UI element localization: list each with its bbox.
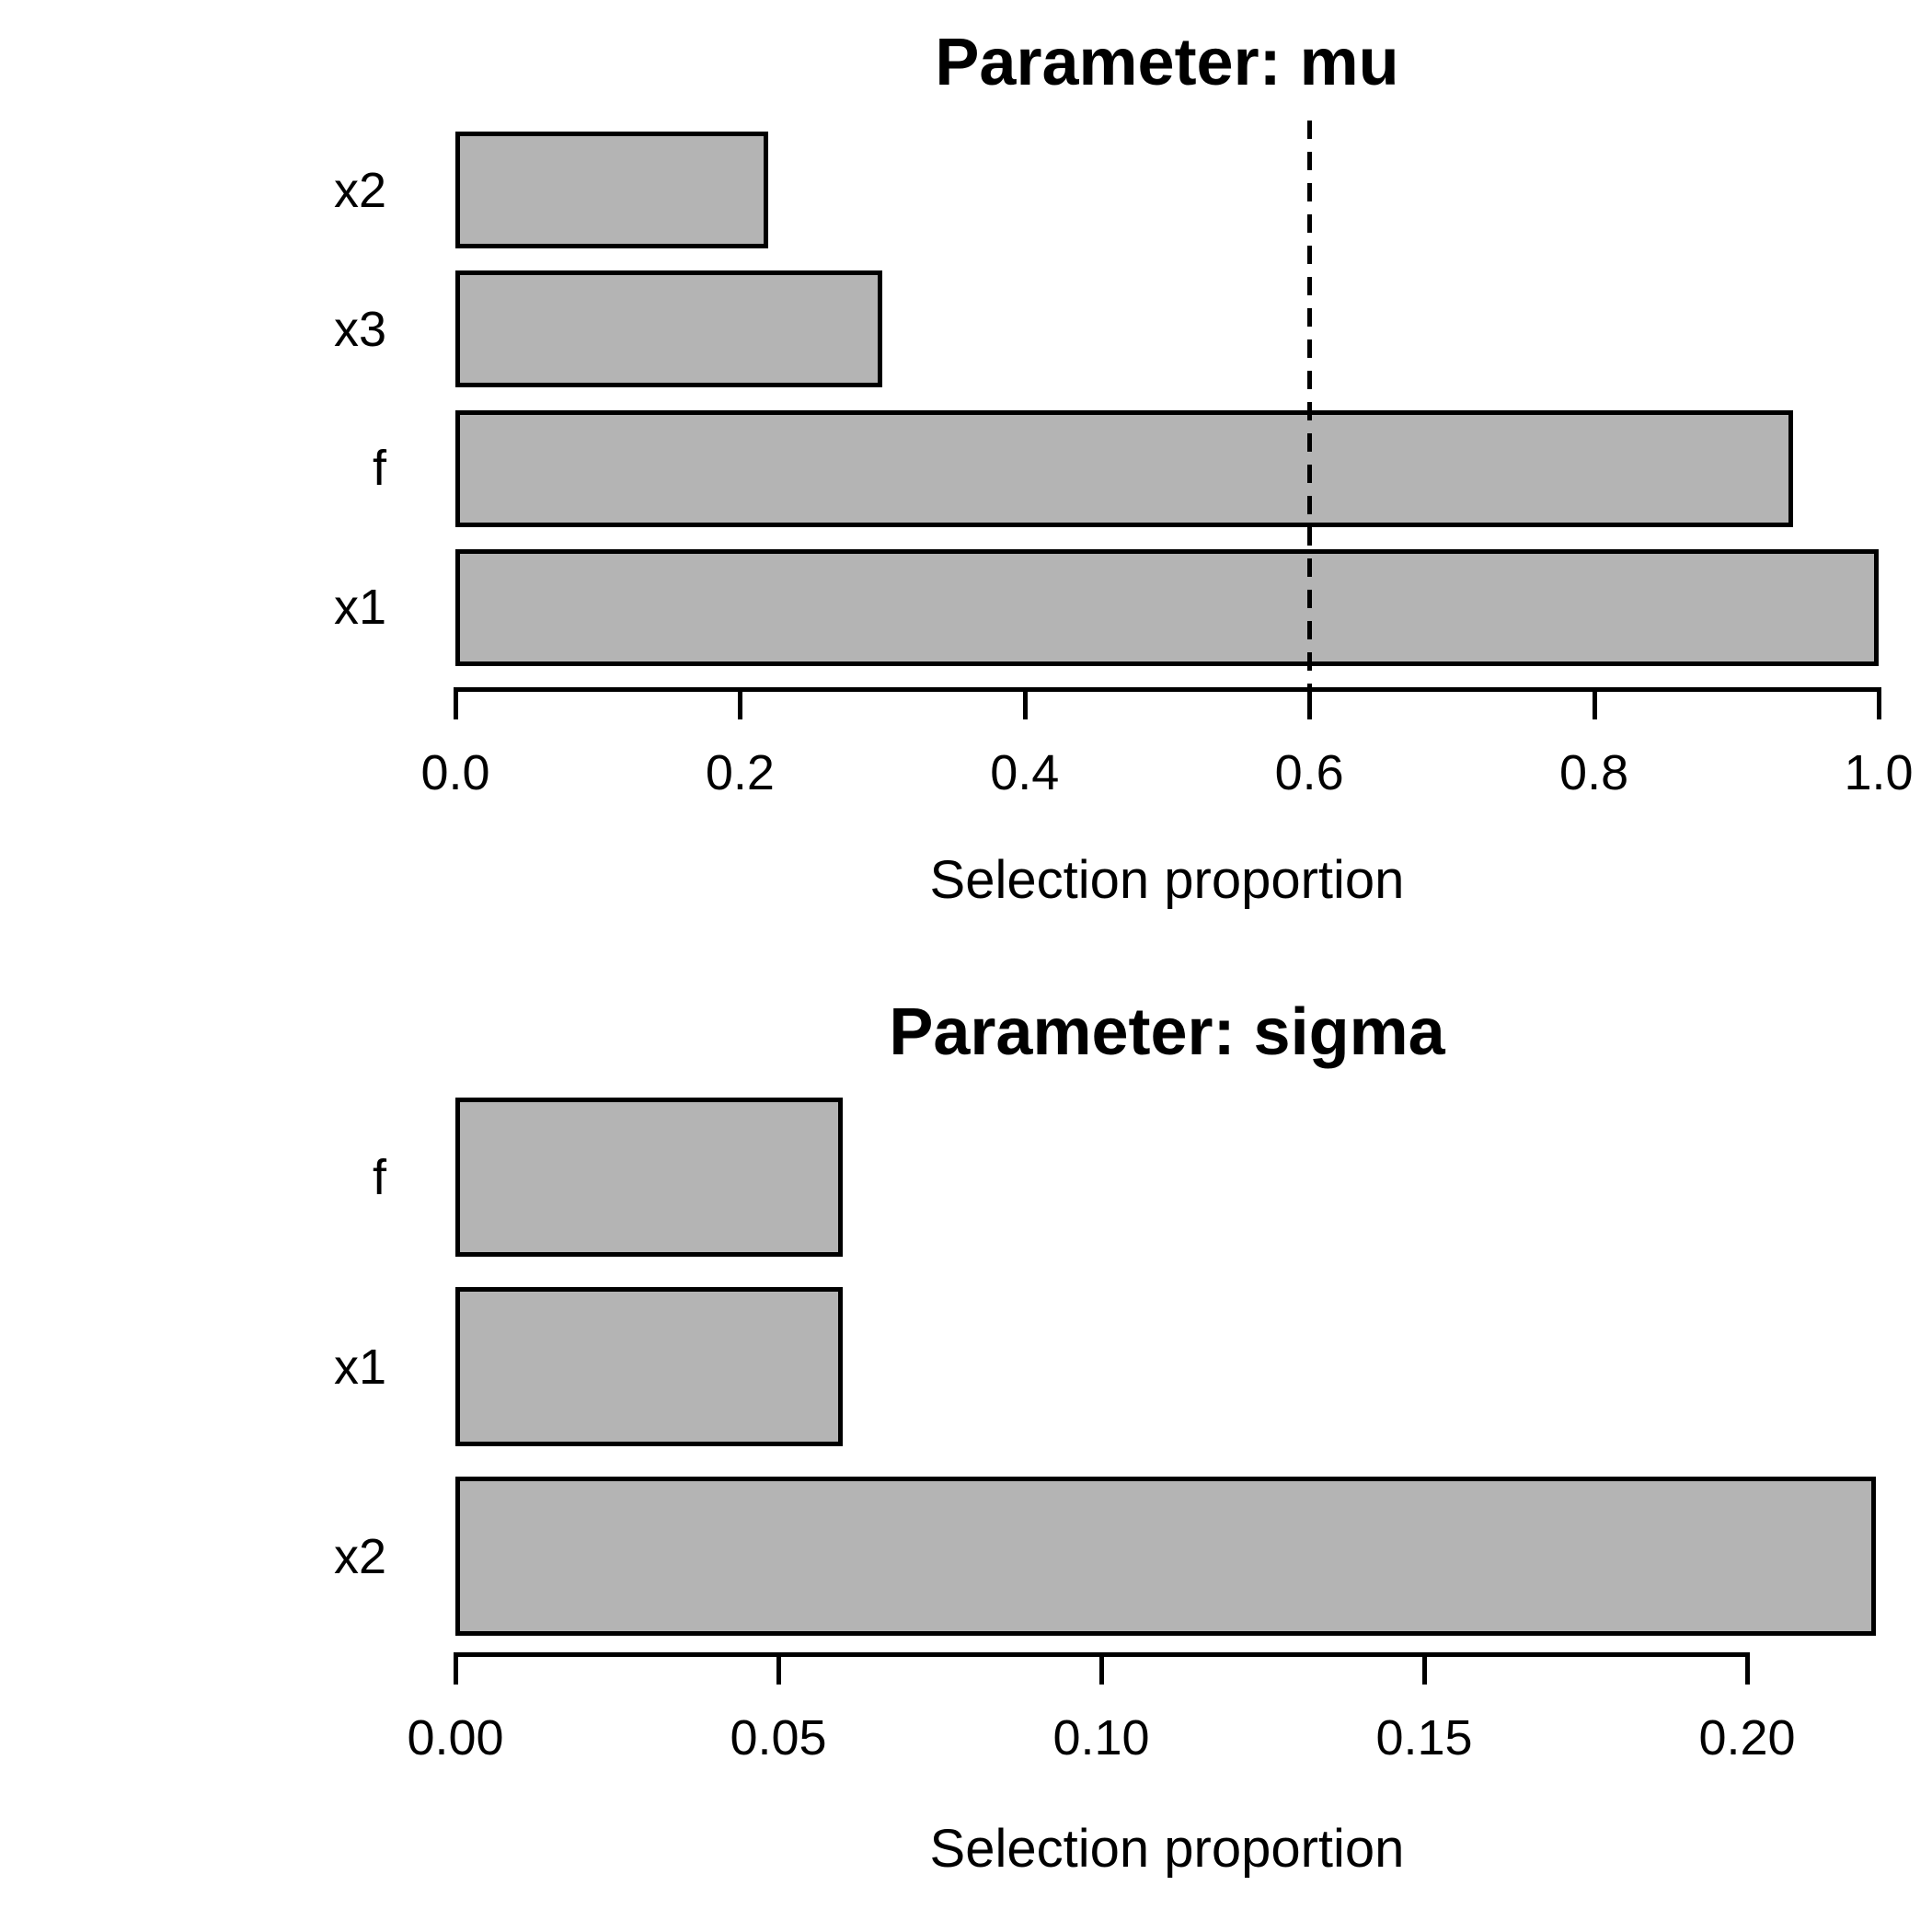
x-tick-label-sigma-0.20: 0.20 bbox=[1698, 1710, 1796, 1765]
bar-mu-x3 bbox=[455, 270, 883, 388]
x-tick-label-sigma-0.15: 0.15 bbox=[1375, 1710, 1473, 1765]
threshold-line-mu bbox=[1306, 121, 1312, 689]
x-tick-label-mu-0.6: 0.6 bbox=[1274, 745, 1344, 800]
bar-sigma-x2 bbox=[455, 1477, 1877, 1636]
x-tick-label-mu-0.0: 0.0 bbox=[420, 745, 490, 800]
sigma-xaxis-label: Selection proportion bbox=[929, 1819, 1405, 1879]
category-label-mu-x3: x3 bbox=[333, 301, 386, 357]
x-tick-mu-0.8 bbox=[1592, 689, 1597, 719]
category-label-sigma-x2: x2 bbox=[333, 1528, 386, 1584]
x-tick-label-mu-1.0: 1.0 bbox=[1844, 745, 1914, 800]
x-tick-mu-0.6 bbox=[1307, 689, 1313, 719]
bar-sigma-x1 bbox=[455, 1287, 844, 1446]
x-tick-mu-0.0 bbox=[454, 689, 458, 719]
x-tick-sigma-0.15 bbox=[1422, 1654, 1427, 1685]
category-label-mu-x1: x1 bbox=[333, 580, 386, 636]
chart-title-sigma: Parameter: sigma bbox=[889, 995, 1445, 1069]
x-tick-label-sigma-0.10: 0.10 bbox=[1052, 1710, 1150, 1765]
x-tick-label-sigma-0.00: 0.00 bbox=[407, 1710, 504, 1765]
x-tick-label-mu-0.8: 0.8 bbox=[1559, 745, 1629, 800]
bar-mu-f bbox=[455, 409, 1794, 527]
x-tick-sigma-0.20 bbox=[1745, 1654, 1750, 1685]
category-label-mu-f: f bbox=[372, 441, 386, 497]
category-label-sigma-f: f bbox=[372, 1149, 386, 1205]
x-tick-label-sigma-0.05: 0.05 bbox=[730, 1710, 827, 1765]
x-tick-mu-0.4 bbox=[1022, 689, 1028, 719]
x-tick-sigma-0.10 bbox=[1099, 1654, 1104, 1685]
x-tick-mu-0.2 bbox=[738, 689, 743, 719]
x-tick-mu-1.0 bbox=[1877, 689, 1881, 719]
category-label-sigma-x1: x1 bbox=[333, 1339, 386, 1395]
bar-mu-x1 bbox=[455, 548, 1879, 666]
x-axis-line-mu bbox=[454, 687, 1881, 692]
x-tick-label-mu-0.2: 0.2 bbox=[705, 745, 775, 800]
x-tick-sigma-0.05 bbox=[776, 1654, 781, 1685]
mu-xaxis-label: Selection proportion bbox=[929, 850, 1405, 910]
x-tick-sigma-0.00 bbox=[454, 1654, 458, 1685]
x-tick-label-mu-0.4: 0.4 bbox=[990, 745, 1060, 800]
bar-mu-x2 bbox=[455, 132, 769, 248]
chart-title-mu: Parameter: mu bbox=[935, 26, 1399, 99]
bar-sigma-f bbox=[455, 1098, 844, 1257]
category-label-mu-x2: x2 bbox=[333, 162, 386, 218]
